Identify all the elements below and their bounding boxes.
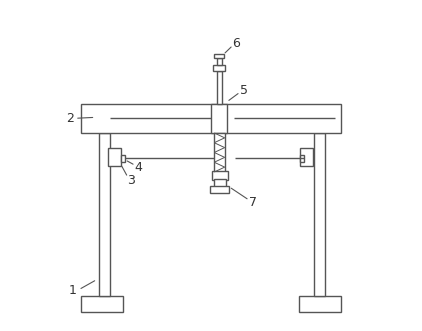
Text: 6: 6 [232, 37, 240, 50]
Bar [81, 104, 341, 133]
Bar [99, 133, 110, 296]
Bar [210, 186, 229, 193]
Bar [216, 71, 222, 104]
Bar [300, 148, 313, 166]
Bar [214, 54, 224, 58]
Text: 5: 5 [240, 84, 248, 97]
Text: 1: 1 [69, 284, 77, 297]
Text: 3: 3 [127, 174, 135, 187]
Bar [299, 296, 341, 312]
Text: 4: 4 [135, 161, 143, 174]
Bar [121, 155, 125, 162]
Text: 7: 7 [249, 196, 257, 210]
Bar [214, 133, 225, 172]
Bar [300, 155, 304, 162]
Bar [216, 58, 222, 65]
Bar [213, 65, 225, 71]
Bar [212, 171, 228, 180]
Bar [211, 104, 227, 133]
Bar [81, 296, 123, 312]
Bar [314, 133, 325, 296]
Text: 2: 2 [67, 112, 74, 125]
Bar [214, 179, 226, 187]
Bar [108, 148, 121, 166]
